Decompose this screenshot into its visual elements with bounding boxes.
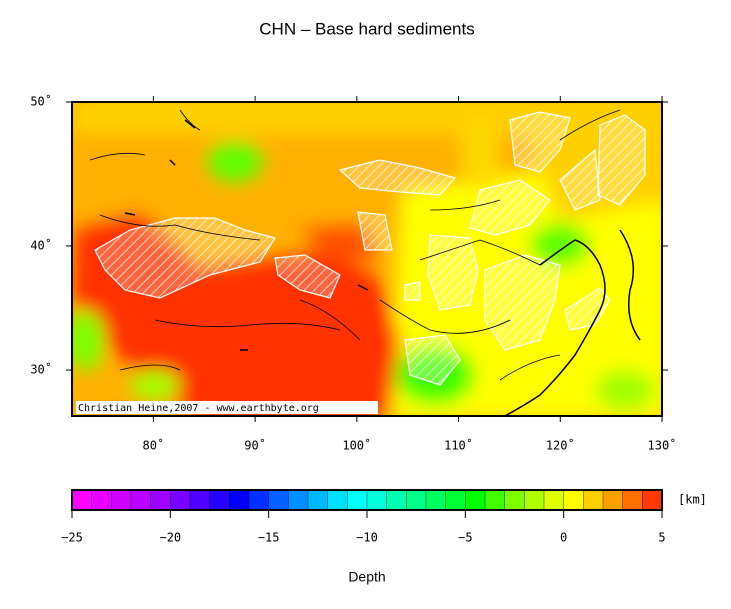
colorbar-tick-label: 0 — [560, 531, 567, 545]
colorbar-tick-label: −5 — [458, 531, 472, 545]
colorbar-segment — [249, 490, 270, 510]
colorbar-segment — [603, 490, 624, 510]
colorbar-segment — [367, 490, 388, 510]
colorbar-segment — [347, 490, 368, 510]
colorbar-segment — [622, 490, 643, 510]
colorbar-segment — [209, 490, 230, 510]
colorbar-segment — [111, 490, 132, 510]
colorbar-segment — [91, 490, 112, 510]
coastlines-rivers — [89, 109, 641, 416]
map-area: Christian Heine,2007 - www.earthbyte.org — [72, 102, 662, 416]
colorbar-segment — [150, 490, 171, 510]
colorbar-segment — [445, 490, 466, 510]
x-tick-label: 120˚ — [546, 438, 575, 453]
colorbar-segment — [72, 490, 93, 510]
colorbar-tick-label: −15 — [258, 531, 280, 545]
colorbar-tick-label: −10 — [356, 531, 378, 545]
x-tick-label: 90˚ — [244, 438, 266, 453]
colorbar-segment — [288, 490, 309, 510]
colorbar-tick-label: 5 — [658, 531, 665, 545]
credit-box — [76, 401, 378, 414]
colorbar-segment — [504, 490, 525, 510]
sedimentary-basins — [94, 111, 646, 386]
colorbar-tick-label: −20 — [159, 531, 181, 545]
y-tick-label: 30˚ — [30, 362, 52, 377]
colorbar-label: Depth — [348, 569, 385, 585]
colorbar-segment — [131, 490, 152, 510]
title: CHN – Base hard sediments — [259, 19, 474, 38]
colorbar-segment — [327, 490, 348, 510]
colorbar-segment — [406, 490, 427, 510]
colorbar-segment — [308, 490, 329, 510]
colorbar-segment — [465, 490, 486, 510]
credit: Christian Heine,2007 - www.earthbyte.org — [78, 403, 319, 414]
x-tick-label: 130˚ — [648, 438, 677, 453]
colorbar-segment — [229, 490, 250, 510]
colorbar-segment — [386, 490, 407, 510]
colorbar: −25 −20 −15 −10 −5 0 5 — [61, 489, 666, 545]
x-tick-label: 80˚ — [143, 438, 165, 453]
colorbar-segment — [426, 490, 447, 510]
y-tick-label: 50˚ — [30, 94, 52, 109]
colorbar-unit: [km] — [678, 493, 707, 507]
colorbar-segment — [524, 490, 545, 510]
colorbar-segment — [563, 490, 584, 510]
x-tick-label: 100˚ — [342, 438, 371, 453]
colorbar-segment — [190, 490, 211, 510]
colorbar-segment — [544, 490, 565, 510]
colorbar-segment — [583, 490, 604, 510]
colorbar-segment — [485, 490, 506, 510]
y-tick-label: 40˚ — [30, 237, 52, 252]
colorbar-segment — [170, 490, 191, 510]
x-tick-label: 110˚ — [444, 438, 473, 453]
colorbar-segment — [642, 490, 663, 510]
map-frame — [71, 101, 663, 417]
colorbar-segment — [268, 490, 289, 510]
colorbar-tick-label: −25 — [61, 531, 83, 545]
axes: 80˚ 90˚ 100˚ 110˚ 120˚ 130˚ 30˚ 40˚ 50˚ — [30, 94, 676, 453]
